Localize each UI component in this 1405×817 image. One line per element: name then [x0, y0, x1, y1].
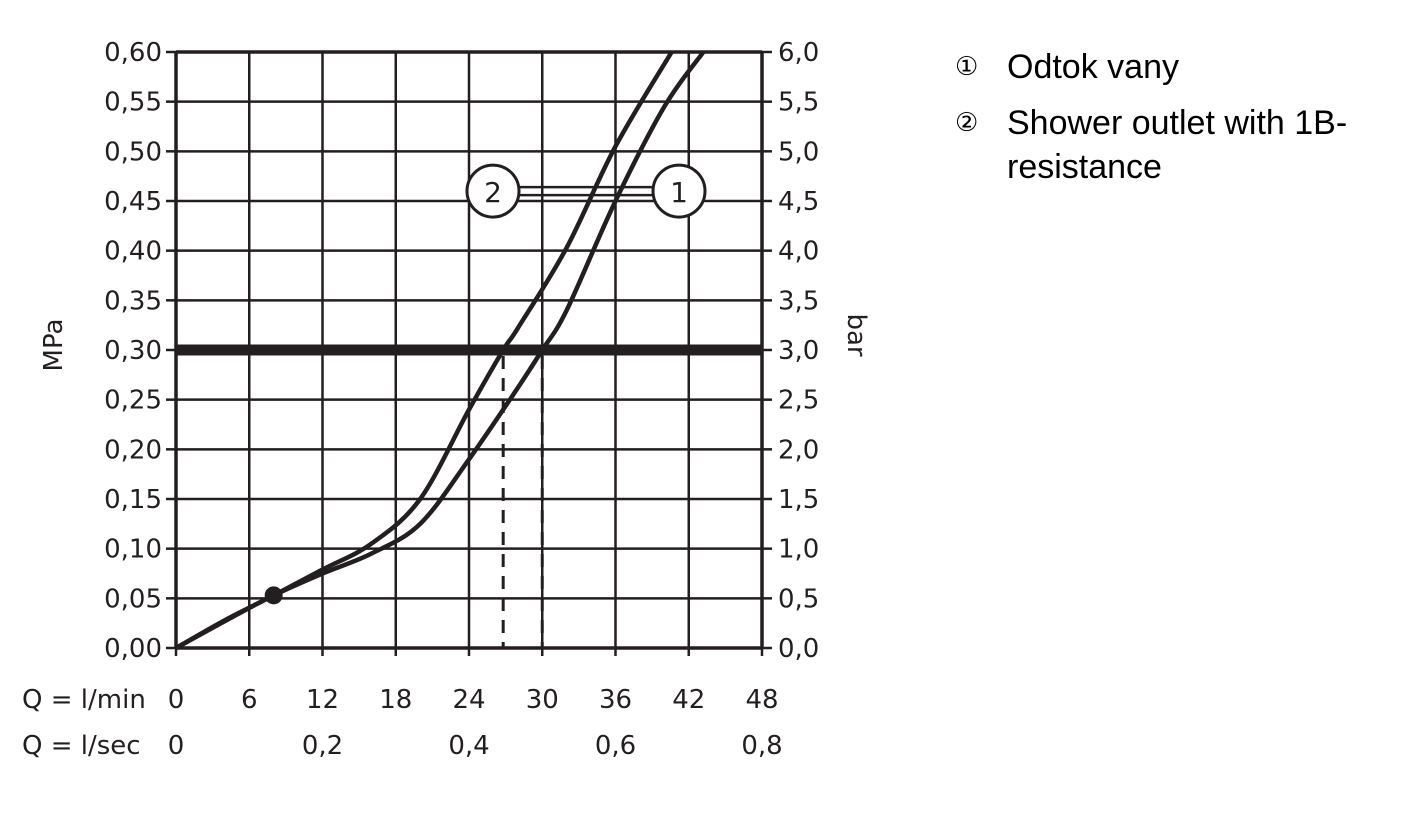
y-tick-label-left: 0,20: [104, 435, 162, 465]
x-tick-label: 48: [745, 685, 778, 715]
legend-item: ② Shower outlet with 1B-resistance: [955, 101, 1395, 189]
chart-ticks: [166, 50, 772, 656]
y-tick-label-right: 5,5: [778, 88, 819, 118]
y-tick-label-left: 0,10: [104, 535, 162, 565]
x-tick-label: 36: [599, 685, 632, 715]
y-tick-label-left: 0,15: [104, 485, 162, 515]
x-tick-label-secondary: 0: [168, 731, 185, 761]
y-axis-title-left: MPa: [39, 319, 69, 372]
chart: 0 6 12 18 24 30 36 42 480 0,2 0,4 0,6 0,80,00 0,00,05…: [22, 38, 871, 761]
y-tick-label-right: 0,5: [778, 584, 819, 614]
x-tick-label-secondary: 0,4: [448, 731, 489, 761]
series-marker-label: 2: [484, 176, 502, 209]
x-tick-label: 24: [452, 685, 485, 715]
x-tick-label-secondary: 0,2: [302, 731, 343, 761]
series-marker-circle: [465, 163, 521, 219]
y-tick-label-left: 0,55: [104, 88, 162, 118]
y-tick-label-right: 1,5: [778, 485, 819, 515]
start-point: [264, 586, 283, 605]
x-axis-title-secondary: Q = l/sec: [22, 731, 141, 761]
y-tick-label-left: 0,50: [104, 137, 162, 167]
legend-label: Odtok vany: [1007, 48, 1179, 86]
x-tick-label: 6: [241, 685, 258, 715]
legend: ① Odtok vany ② Shower outlet with 1B-res…: [955, 45, 1395, 201]
y-axis-title-right: bar: [841, 313, 871, 356]
x-tick-label-secondary: 0,6: [595, 731, 636, 761]
x-tick-label: 30: [526, 685, 559, 715]
legend-marker: ①: [955, 52, 979, 82]
series-marker-label: 1: [670, 176, 688, 209]
y-tick-label-right: 4,5: [778, 187, 819, 217]
x-tick-label: 0: [168, 685, 185, 715]
y-tick-label-right: 4,0: [778, 237, 819, 267]
legend-item: ① Odtok vany: [955, 45, 1395, 89]
x-tick-label: 12: [306, 685, 339, 715]
y-tick-label-left: 0,35: [104, 286, 162, 316]
legend-label: Shower outlet with 1B-resistance: [1007, 104, 1348, 186]
x-tick-label: 42: [672, 685, 705, 715]
y-tick-label-right: 3,0: [778, 336, 819, 366]
y-tick-label-left: 0,30: [104, 336, 162, 366]
y-tick-label-left: 0,00: [104, 634, 162, 664]
series-marker-circle: [651, 163, 707, 219]
y-tick-label-left: 0,25: [104, 386, 162, 416]
chart-series: [174, 50, 762, 650]
y-tick-label-right: 2,5: [778, 386, 819, 416]
y-tick-label-right: 5,0: [778, 137, 819, 167]
y-tick-label-left: 0,60: [104, 38, 162, 68]
y-tick-label-right: 2,0: [778, 435, 819, 465]
y-tick-label-right: 6,0: [778, 38, 819, 68]
y-tick-label-left: 0,45: [104, 187, 162, 217]
y-tick-label-right: 3,5: [778, 286, 819, 316]
x-tick-label: 18: [379, 685, 412, 715]
chart-tick-labels: 0 6 12 18 24 30 36 42 480 0,2 0,4 0,6 0,80,00 0,00,05…: [104, 38, 819, 761]
x-tick-label-secondary: 0,8: [741, 731, 782, 761]
y-tick-label-left: 0,40: [104, 237, 162, 267]
y-tick-label-right: 0,0: [778, 634, 819, 664]
y-tick-label-left: 0,05: [104, 584, 162, 614]
y-tick-label-right: 1,0: [778, 535, 819, 565]
x-axis-title: Q = l/min: [22, 685, 146, 715]
legend-marker: ②: [955, 108, 979, 138]
